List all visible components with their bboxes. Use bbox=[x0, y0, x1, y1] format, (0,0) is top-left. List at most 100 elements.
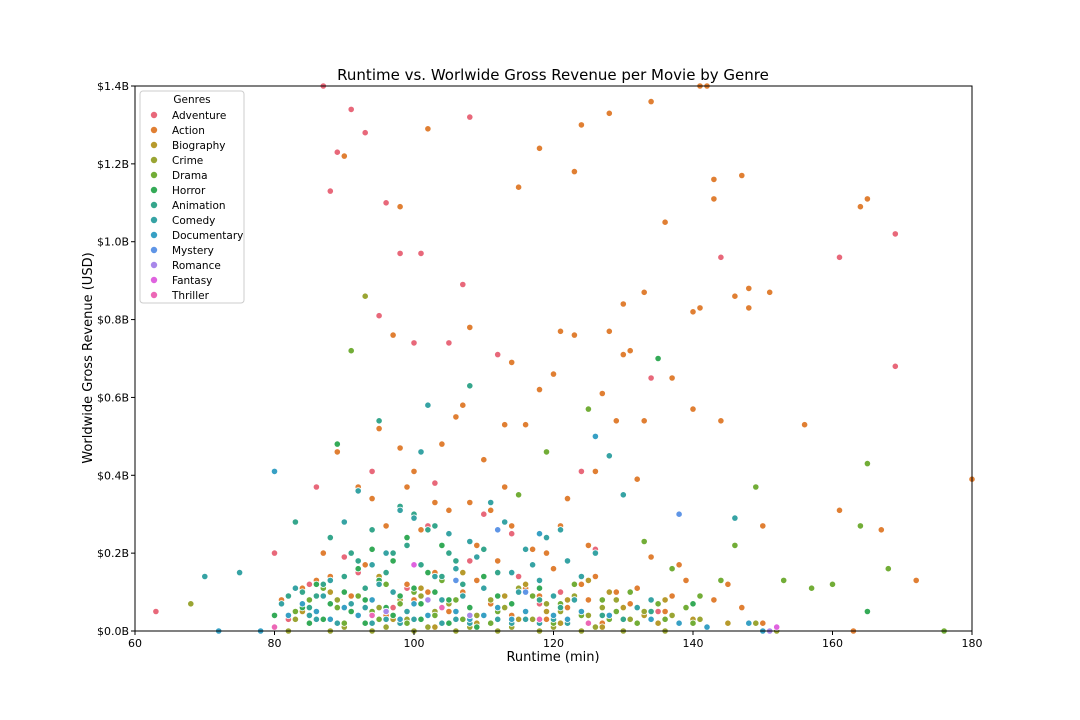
data-point-action bbox=[570, 331, 579, 339]
data-point-adventure bbox=[445, 339, 453, 347]
data-point-action bbox=[368, 494, 376, 503]
data-point-fantasy bbox=[773, 623, 781, 631]
data-point-crime bbox=[598, 603, 606, 612]
data-point-action bbox=[591, 467, 600, 475]
data-point-animation bbox=[284, 592, 292, 600]
x-tick-label: 160 bbox=[822, 637, 843, 650]
data-point-crime bbox=[626, 615, 634, 623]
data-point-animation bbox=[326, 533, 334, 542]
data-point-animation bbox=[417, 561, 425, 569]
data-point-action bbox=[682, 576, 690, 585]
y-tick-label: $0.0B bbox=[97, 625, 129, 638]
legend: Genres Adventure Action Biography Crime Dram… bbox=[139, 90, 245, 304]
data-point-action bbox=[563, 494, 572, 503]
data-point-horror bbox=[417, 600, 425, 608]
data-point-comedy bbox=[424, 401, 432, 409]
data-point-animation bbox=[535, 596, 544, 604]
data-point-drama bbox=[884, 565, 892, 573]
data-point-adventure bbox=[368, 467, 376, 475]
data-point-drama bbox=[696, 592, 704, 600]
data-point-horror bbox=[480, 572, 488, 581]
data-point-comedy bbox=[389, 588, 397, 596]
data-point-animation bbox=[466, 382, 474, 390]
legend-marker-romance bbox=[149, 260, 158, 269]
data-point-thriller bbox=[438, 603, 446, 612]
data-point-action bbox=[689, 308, 697, 316]
y-tick-label: $0.4B bbox=[97, 469, 129, 482]
data-point-adventure bbox=[466, 557, 474, 565]
data-point-drama bbox=[459, 615, 467, 623]
y-tick-label: $0.8B bbox=[97, 314, 129, 327]
data-point-adventure bbox=[891, 362, 899, 370]
data-point-drama bbox=[542, 448, 551, 456]
data-point-biography bbox=[542, 607, 551, 616]
data-point-animation bbox=[438, 572, 446, 581]
data-point-drama bbox=[828, 580, 837, 588]
data-point-animation bbox=[459, 580, 467, 588]
data-point-animation bbox=[312, 592, 320, 600]
data-point-action bbox=[347, 592, 355, 600]
data-point-drama bbox=[347, 347, 355, 355]
data-point-adventure bbox=[556, 588, 565, 596]
data-point-action bbox=[403, 483, 411, 491]
plot-frame bbox=[134, 85, 973, 632]
data-point-animation bbox=[647, 607, 655, 616]
data-point-adventure bbox=[480, 510, 488, 518]
data-point-action bbox=[577, 121, 586, 129]
data-point-action bbox=[759, 619, 767, 627]
data-point-crime bbox=[542, 600, 551, 608]
data-point-animation bbox=[431, 522, 439, 530]
data-point-action bbox=[675, 561, 683, 569]
data-point-action bbox=[661, 607, 669, 616]
data-point-horror bbox=[508, 600, 516, 608]
data-point-mystery bbox=[521, 588, 530, 596]
y-tick-label: $1.2B bbox=[97, 158, 129, 171]
data-point-biography bbox=[563, 596, 572, 604]
data-point-action bbox=[577, 580, 586, 588]
data-point-drama bbox=[633, 619, 641, 627]
data-point-action bbox=[724, 580, 732, 588]
data-point-action bbox=[605, 327, 613, 335]
data-point-mystery bbox=[675, 510, 683, 518]
data-point-adventure bbox=[508, 530, 516, 538]
data-point-biography bbox=[556, 619, 565, 627]
data-point-action bbox=[431, 498, 439, 507]
data-point-action bbox=[563, 603, 572, 612]
data-point-drama bbox=[689, 619, 697, 627]
data-point-comedy bbox=[305, 611, 313, 620]
data-point-comedy bbox=[556, 526, 565, 534]
data-point-action bbox=[633, 584, 641, 592]
data-point-action bbox=[535, 144, 544, 152]
data-point-action bbox=[912, 576, 920, 585]
data-point-comedy bbox=[354, 487, 362, 495]
data-point-comedy bbox=[340, 518, 348, 526]
data-point-documentary bbox=[521, 607, 530, 616]
data-point-thriller bbox=[368, 611, 376, 620]
legend-label-adventure: Adventure bbox=[172, 110, 226, 122]
data-point-action bbox=[710, 175, 718, 183]
data-point-adventure bbox=[340, 553, 348, 561]
data-point-drama bbox=[780, 576, 788, 585]
data-point-documentary bbox=[675, 619, 683, 627]
data-point-action bbox=[877, 526, 885, 534]
data-point-comedy bbox=[459, 592, 467, 600]
chart-title: Runtime vs. Worlwide Gross Revenue per M… bbox=[337, 66, 769, 84]
data-point-action bbox=[403, 580, 411, 588]
data-point-comedy bbox=[514, 588, 523, 596]
data-point-comedy bbox=[375, 580, 383, 588]
data-point-comedy bbox=[291, 584, 299, 592]
data-point-action bbox=[528, 545, 537, 553]
data-point-mystery bbox=[452, 576, 460, 585]
data-point-comedy bbox=[466, 537, 474, 546]
data-point-documentary bbox=[508, 615, 516, 623]
data-point-adventure bbox=[466, 113, 474, 121]
data-point-comedy bbox=[312, 615, 320, 623]
data-point-biography bbox=[514, 615, 523, 623]
data-point-action bbox=[382, 522, 390, 530]
data-point-comedy bbox=[508, 568, 516, 577]
y-tick-label: $1.4B bbox=[97, 80, 129, 93]
data-point-adventure bbox=[459, 280, 467, 289]
data-point-action bbox=[466, 498, 474, 507]
data-point-documentary bbox=[549, 611, 558, 620]
data-point-action bbox=[501, 421, 509, 429]
